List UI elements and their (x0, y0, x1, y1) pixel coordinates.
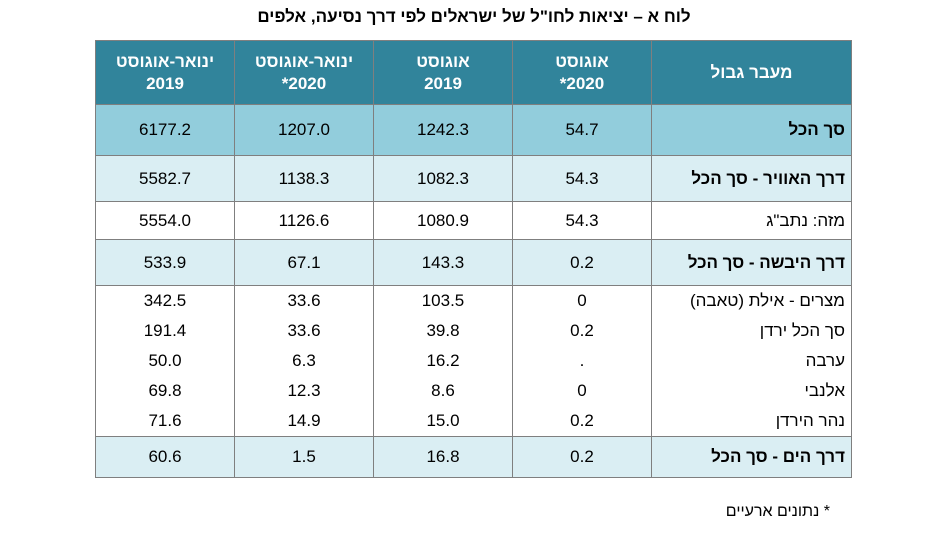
cell-janaug2019: 5554.0 (95, 201, 235, 240)
table-row: מזה: נתב"ג 54.3 1080.9 1126.6 5554.0 (95, 201, 852, 240)
cell-aug2019: 16.8 (373, 436, 513, 478)
header-janaug2020: ינואר-אוגוסט 2020* (234, 40, 374, 105)
footnote: * נתונים ארעיים (725, 503, 830, 520)
table-title: לוח א – יציאות לחו"ל של ישראלים לפי דרך … (257, 7, 691, 26)
table-row: נהר הירדן 0.2 15.0 14.9 71.6 (95, 406, 852, 437)
row-label: סך הכל ירדן (651, 316, 852, 346)
table-row: ערבה . 16.2 6.3 50.0 (95, 346, 852, 376)
data-table: מעבר גבול אוגוסט 2020* אוגוסט 2019 ינואר… (95, 40, 852, 478)
cell-janaug2020: 33.6 (234, 316, 374, 346)
cell-aug2019: 8.6 (373, 376, 513, 406)
cell-aug2020: 54.3 (512, 155, 652, 202)
row-label: אלנבי (651, 376, 852, 406)
row-label: נהר הירדן (651, 406, 852, 437)
cell-janaug2019: 5582.7 (95, 155, 235, 202)
cell-aug2019: 103.5 (373, 285, 513, 316)
cell-aug2020: 54.7 (512, 104, 652, 156)
row-label: ערבה (651, 346, 852, 376)
header-aug2020: אוגוסט 2020* (512, 40, 652, 105)
cell-janaug2020: 14.9 (234, 406, 374, 437)
row-label: דרך האוויר - סך הכל (651, 155, 852, 202)
cell-janaug2019: 6177.2 (95, 104, 235, 156)
cell-aug2019: 143.3 (373, 239, 513, 286)
cell-janaug2019: 191.4 (95, 316, 235, 346)
header-janaug2019: ינואר-אוגוסט 2019 (95, 40, 235, 105)
table-row: סך הכל 54.7 1242.3 1207.0 6177.2 (95, 104, 852, 156)
cell-aug2020: 0.2 (512, 239, 652, 286)
cell-aug2019: 1080.9 (373, 201, 513, 240)
cell-janaug2020: 1.5 (234, 436, 374, 478)
row-label: דרך הים - סך הכל (651, 436, 852, 478)
row-label: מזה: נתב"ג (651, 201, 852, 240)
cell-aug2019: 15.0 (373, 406, 513, 437)
cell-aug2020: . (512, 346, 652, 376)
cell-janaug2019: 71.6 (95, 406, 235, 437)
row-label: מצרים - אילת (טאבה) (651, 285, 852, 316)
cell-janaug2019: 50.0 (95, 346, 235, 376)
cell-aug2020: 0 (512, 285, 652, 316)
table-row: מצרים - אילת (טאבה) 0 103.5 33.6 342.5 (95, 285, 852, 316)
cell-aug2020: 0.2 (512, 316, 652, 346)
cell-janaug2019: 60.6 (95, 436, 235, 478)
cell-janaug2020: 1126.6 (234, 201, 374, 240)
cell-aug2019: 1242.3 (373, 104, 513, 156)
cell-janaug2020: 6.3 (234, 346, 374, 376)
header-row: מעבר גבול אוגוסט 2020* אוגוסט 2019 ינואר… (95, 40, 852, 105)
cell-janaug2019: 69.8 (95, 376, 235, 406)
header-aug2019: אוגוסט 2019 (373, 40, 513, 105)
cell-janaug2019: 342.5 (95, 285, 235, 316)
table-row: דרך האוויר - סך הכל 54.3 1082.3 1138.3 5… (95, 155, 852, 202)
cell-janaug2020: 67.1 (234, 239, 374, 286)
cell-janaug2020: 33.6 (234, 285, 374, 316)
cell-aug2020: 0 (512, 376, 652, 406)
table-row: אלנבי 0 8.6 12.3 69.8 (95, 376, 852, 406)
cell-janaug2019: 533.9 (95, 239, 235, 286)
cell-janaug2020: 1138.3 (234, 155, 374, 202)
header-crossing: מעבר גבול (651, 40, 852, 105)
cell-aug2020: 54.3 (512, 201, 652, 240)
cell-aug2020: 0.2 (512, 436, 652, 478)
cell-aug2020: 0.2 (512, 406, 652, 437)
cell-janaug2020: 1207.0 (234, 104, 374, 156)
row-label: דרך היבשה - סך הכל (651, 239, 852, 286)
table-row: סך הכל ירדן 0.2 39.8 33.6 191.4 (95, 316, 852, 346)
table-row: דרך הים - סך הכל 0.2 16.8 1.5 60.6 (95, 436, 852, 478)
cell-janaug2020: 12.3 (234, 376, 374, 406)
cell-aug2019: 16.2 (373, 346, 513, 376)
cell-aug2019: 39.8 (373, 316, 513, 346)
cell-aug2019: 1082.3 (373, 155, 513, 202)
row-label: סך הכל (651, 104, 852, 156)
table-row: דרך היבשה - סך הכל 0.2 143.3 67.1 533.9 (95, 239, 852, 286)
